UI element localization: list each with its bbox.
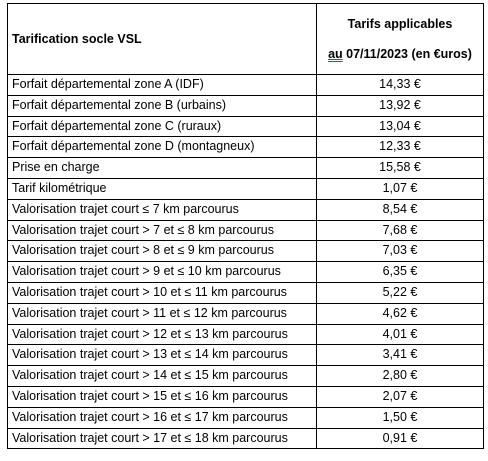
tariff-price: 13,04 € <box>316 115 484 138</box>
header-date-line: au 07/11/2023 (en €uros) <box>321 39 479 69</box>
tariff-label: Valorisation trajet court > 11 et ≤ 12 k… <box>7 302 317 325</box>
tariff-row: Valorisation trajet court > 8 et ≤ 9 km … <box>7 240 484 263</box>
tariff-label: Valorisation trajet court > 15 et ≤ 16 k… <box>7 385 317 408</box>
tariff-price: 15,58 € <box>316 157 484 179</box>
tariff-label: Valorisation trajet court > 10 et ≤ 11 k… <box>7 281 317 304</box>
tariff-price: 3,41 € <box>316 344 484 367</box>
tariff-price: 7,68 € <box>316 219 484 242</box>
tariff-row: Valorisation trajet court ≤ 7 km parcour… <box>7 198 484 221</box>
tariff-price: 1,07 € <box>316 177 484 200</box>
tariff-label: Forfait départemental zone A (IDF) <box>7 74 317 96</box>
tariff-row: Valorisation trajet court > 11 et ≤ 12 k… <box>7 302 484 325</box>
tariff-price: 5,22 € <box>316 281 484 304</box>
tariff-row: Valorisation trajet court > 13 et ≤ 14 k… <box>7 344 484 367</box>
tariff-row: Valorisation trajet court > 7 et ≤ 8 km … <box>7 219 484 242</box>
tariff-row: Prise en charge 15,58 € <box>7 157 484 179</box>
tariff-label: Valorisation trajet court > 8 et ≤ 9 km … <box>7 240 317 263</box>
table-body: Tarification socle VSL Tarifs applicable… <box>7 3 484 450</box>
tariff-price: 4,62 € <box>316 302 484 325</box>
header-title: Tarification socle VSL <box>7 3 317 75</box>
tariff-price: 13,92 € <box>316 94 484 117</box>
tariff-label: Valorisation trajet court > 12 et ≤ 13 k… <box>7 323 317 346</box>
tariff-row: Valorisation trajet court > 9 et ≤ 10 km… <box>7 261 484 283</box>
tariff-label: Valorisation trajet court > 14 et ≤ 15 k… <box>7 365 317 387</box>
tariff-label: Prise en charge <box>7 157 317 179</box>
tariff-label: Valorisation trajet court > 16 et ≤ 17 k… <box>7 406 317 429</box>
tariff-price: 0,91 € <box>316 427 484 450</box>
tariff-row: Valorisation trajet court > 15 et ≤ 16 k… <box>7 385 484 408</box>
tariff-row: Forfait départemental zone D (montagneux… <box>7 136 484 159</box>
tariff-row: Tarif kilométrique 1,07 € <box>7 177 484 200</box>
header-date: 07/11/2023 (en €uros) <box>346 47 472 61</box>
tariff-table: Tarification socle VSL Tarifs applicable… <box>7 3 484 450</box>
tariff-label: Valorisation trajet court > 9 et ≤ 10 km… <box>7 261 317 283</box>
tariff-label: Valorisation trajet court > 7 et ≤ 8 km … <box>7 219 317 242</box>
tariff-row: Valorisation trajet court > 17 et ≤ 18 k… <box>7 427 484 450</box>
header-tarifs-cell: Tarifs applicables au 07/11/2023 (en €ur… <box>316 3 484 75</box>
tariff-label: Valorisation trajet court > 13 et ≤ 14 k… <box>7 344 317 367</box>
tariff-label: Forfait départemental zone B (urbains) <box>7 94 317 117</box>
header-date-prefix: au <box>328 47 343 61</box>
tariff-row: Forfait départemental zone C (ruraux) 13,… <box>7 115 484 138</box>
tariff-price: 6,35 € <box>316 261 484 283</box>
tariff-row: Forfait départemental zone A (IDF) 14,33 … <box>7 74 484 96</box>
tariff-row: Valorisation trajet court > 14 et ≤ 15 k… <box>7 365 484 387</box>
header-row: Tarification socle VSL Tarifs applicable… <box>7 3 484 75</box>
tariff-label: Valorisation trajet court ≤ 7 km parcour… <box>7 198 317 221</box>
tariff-price: 4,01 € <box>316 323 484 346</box>
tariff-price: 7,03 € <box>316 240 484 263</box>
tariff-price: 1,50 € <box>316 406 484 429</box>
tariff-row: Valorisation trajet court > 12 et ≤ 13 k… <box>7 323 484 346</box>
tariff-price: 12,33 € <box>316 136 484 159</box>
tariff-row: Valorisation trajet court > 16 et ≤ 17 k… <box>7 406 484 429</box>
header-tarifs: Tarifs applicables <box>347 17 453 31</box>
tariff-price: 8,54 € <box>316 198 484 221</box>
tariff-label: Valorisation trajet court > 17 et ≤ 18 k… <box>7 427 317 450</box>
tariff-label: Forfait départemental zone C (ruraux) <box>7 115 317 138</box>
tariff-price: 14,33 € <box>316 74 484 96</box>
tariff-row: Valorisation trajet court > 10 et ≤ 11 k… <box>7 281 484 304</box>
tariff-label: Tarif kilométrique <box>7 177 317 200</box>
tariff-row: Forfait départemental zone B (urbains) 13… <box>7 94 484 117</box>
tariff-price: 2,07 € <box>316 385 484 408</box>
tariff-price: 2,80 € <box>316 365 484 387</box>
tariff-label: Forfait départemental zone D (montagneux… <box>7 136 317 159</box>
